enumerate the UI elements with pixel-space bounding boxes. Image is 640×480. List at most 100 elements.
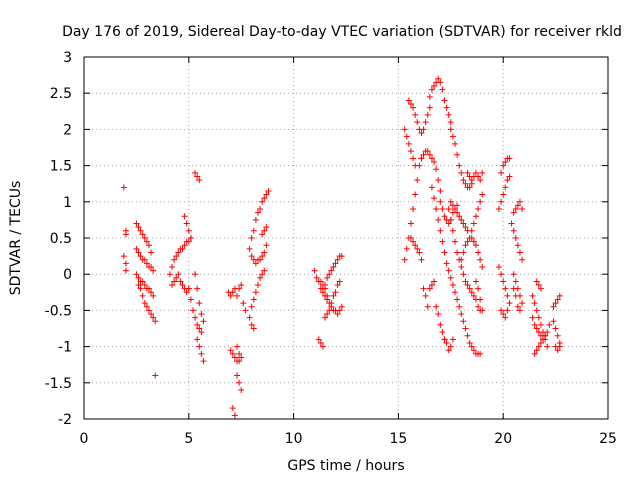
data-point [422, 292, 429, 299]
data-point [428, 184, 435, 191]
data-point [424, 148, 431, 155]
data-point [460, 318, 467, 325]
data-point [433, 206, 440, 213]
data-point [504, 177, 511, 184]
data-point [330, 292, 337, 299]
y-tick-label: 2.5 [50, 86, 72, 102]
data-point [464, 238, 471, 245]
data-point [141, 282, 148, 289]
data-point [254, 209, 261, 216]
data-point [449, 202, 456, 209]
data-point [458, 216, 465, 223]
data-point [169, 282, 176, 289]
data-point [504, 292, 511, 299]
data-point [510, 227, 517, 234]
data-point [435, 216, 442, 223]
data-point [137, 227, 144, 234]
data-point [441, 249, 448, 256]
data-point [319, 285, 326, 292]
data-point [535, 282, 542, 289]
data-point [472, 213, 479, 220]
data-point [466, 285, 473, 292]
data-point [498, 271, 505, 278]
data-point [145, 285, 152, 292]
data-point [445, 111, 452, 118]
data-point [443, 260, 450, 267]
data-point [150, 267, 157, 274]
data-point [468, 235, 475, 241]
data-point [420, 126, 427, 133]
data-point [546, 321, 553, 328]
data-point [324, 274, 331, 281]
data-point [236, 350, 243, 357]
data-point [468, 227, 475, 234]
data-point [313, 274, 320, 281]
data-point [175, 271, 182, 278]
data-point [540, 329, 547, 336]
data-point [332, 260, 339, 267]
data-point [458, 263, 465, 270]
data-point [414, 245, 421, 252]
data-point [145, 242, 152, 249]
data-point [422, 119, 429, 126]
data-point [236, 358, 243, 365]
data-point [261, 227, 268, 234]
data-point [500, 311, 507, 318]
data-point [410, 104, 417, 111]
data-point [240, 300, 247, 307]
data-point [454, 151, 461, 158]
data-point [470, 347, 477, 354]
data-point [533, 278, 540, 285]
data-point [324, 292, 331, 299]
data-point [328, 267, 335, 274]
data-point [189, 307, 196, 314]
data-point [185, 285, 192, 292]
data-point [259, 271, 266, 278]
data-point [416, 162, 423, 169]
data-point [456, 162, 463, 169]
x-axis-label: GPS time / hours [287, 458, 404, 474]
data-point [437, 198, 444, 205]
data-point [410, 238, 417, 245]
data-point [458, 256, 465, 263]
data-point [542, 332, 549, 339]
data-point [519, 206, 526, 213]
data-point [414, 177, 421, 184]
data-point [252, 260, 259, 267]
data-point [550, 318, 557, 325]
data-point [196, 325, 203, 332]
data-point [500, 278, 507, 285]
data-point [424, 303, 431, 310]
data-point [181, 242, 188, 249]
data-point [234, 292, 241, 299]
data-point [263, 224, 270, 231]
data-point [196, 177, 203, 184]
data-point [238, 354, 245, 361]
data-point [537, 339, 544, 346]
data-point [500, 191, 507, 198]
data-point [401, 256, 408, 263]
data-point [506, 155, 513, 162]
y-tick-label: 0 [63, 267, 72, 283]
data-point [426, 104, 433, 111]
data-point [449, 336, 456, 343]
data-point [502, 184, 509, 191]
data-point [462, 224, 469, 231]
data-point [405, 97, 412, 104]
data-point [475, 173, 482, 180]
data-point [426, 151, 433, 158]
data-point [462, 325, 469, 332]
data-point [462, 242, 469, 249]
data-point [401, 126, 408, 133]
data-point [512, 206, 519, 213]
data-point [426, 285, 433, 292]
data-point [479, 169, 486, 176]
data-point [510, 285, 517, 292]
data-point [252, 289, 259, 296]
data-point [179, 245, 186, 252]
data-point [328, 300, 335, 307]
data-point [418, 155, 425, 162]
y-tick-label: 0.5 [50, 231, 72, 247]
data-point [248, 303, 255, 310]
data-point [428, 155, 435, 162]
